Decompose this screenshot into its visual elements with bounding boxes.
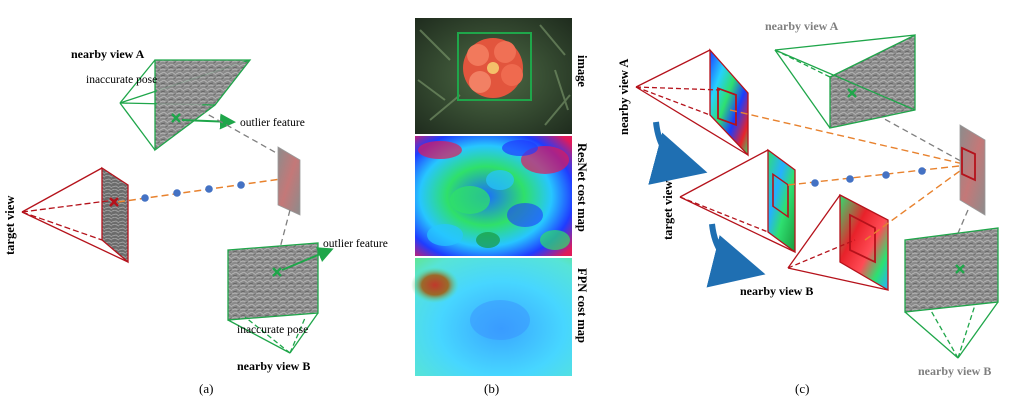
depth-sample-dot bbox=[173, 189, 181, 197]
label-target-view-c: target view bbox=[661, 181, 675, 240]
gray-dash-c2 bbox=[954, 209, 969, 241]
depth-sample-dot bbox=[918, 167, 926, 175]
flower-blossom bbox=[463, 38, 523, 98]
frustum-nearby-view-b-green bbox=[904, 227, 999, 359]
outlier-arrow-bottom bbox=[281, 247, 334, 271]
depth-sample-dot bbox=[882, 171, 890, 179]
caption-c: (c) bbox=[795, 381, 809, 396]
frustum-nearby-view-a-green bbox=[774, 33, 916, 129]
resnet-blobs bbox=[418, 140, 570, 250]
frustum-target-view-c bbox=[679, 148, 796, 254]
x-marker bbox=[272, 267, 282, 277]
label-nearby-view-b-black: nearby view B bbox=[740, 284, 813, 298]
panel-a: nearby view A inaccurate pose outlier fe… bbox=[3, 47, 388, 396]
depth-sample-dot bbox=[811, 179, 819, 187]
reference-patch bbox=[277, 146, 301, 216]
outlier-arrow-top bbox=[181, 113, 236, 130]
rotation-arrow-top bbox=[648, 121, 708, 185]
label-target-view: target view bbox=[3, 196, 17, 255]
caption-a: (a) bbox=[199, 381, 213, 396]
reference-patch-c bbox=[959, 124, 986, 216]
label-inaccurate-pose-top: inaccurate pose bbox=[86, 74, 157, 86]
frustum-target-view bbox=[21, 166, 129, 264]
gray-dash-c bbox=[849, 99, 969, 166]
label-nearby-view-a: nearby view A bbox=[71, 47, 145, 61]
panel-b: image ResNet cost map FPN cost map (b) bbox=[411, 18, 589, 396]
frustum-nearby-view-a bbox=[119, 59, 252, 152]
leaf-strokes bbox=[417, 24, 571, 126]
epipolar-dash-a bbox=[199, 109, 281, 156]
rays-orange-c bbox=[729, 109, 969, 241]
patch-box bbox=[961, 146, 976, 182]
fpn-hotspot bbox=[411, 267, 459, 303]
depth-sample-dot bbox=[205, 185, 213, 193]
frustum-nearby-view-b bbox=[227, 242, 319, 354]
label-nearby-view-a-gray: nearby view A bbox=[765, 19, 839, 33]
depth-sample-dot bbox=[141, 194, 149, 202]
depth-sample-dot bbox=[237, 181, 245, 189]
rotation-arrow-bottom bbox=[706, 223, 766, 288]
epipolar-dash-b bbox=[279, 209, 291, 249]
label-image: image bbox=[575, 55, 589, 87]
panel-c: nearby view A nearby view A target view … bbox=[617, 19, 999, 396]
label-nearby-view-a-red: nearby view A bbox=[617, 59, 631, 135]
label-inaccurate-pose-bottom: inaccurate pose bbox=[237, 324, 308, 336]
fpn-blob bbox=[470, 300, 530, 340]
x-marker bbox=[171, 113, 181, 123]
label-nearby-view-b-gray: nearby view B bbox=[918, 364, 991, 378]
caption-b: (b) bbox=[484, 381, 499, 396]
frustum-nearby-view-b-red bbox=[787, 193, 889, 292]
x-marker bbox=[847, 88, 857, 98]
label-outlier-feature-bottom: outlier feature bbox=[323, 238, 388, 250]
x-marker bbox=[955, 264, 965, 274]
label-outlier-feature-top: outlier feature bbox=[240, 117, 305, 129]
frustum-nearby-view-a-red bbox=[635, 48, 749, 157]
x-marker bbox=[109, 197, 119, 207]
label-fpn-cost-map: FPN cost map bbox=[575, 268, 589, 343]
label-nearby-view-b: nearby view B bbox=[237, 359, 310, 373]
selection-box bbox=[457, 32, 532, 101]
label-resnet-cost-map: ResNet cost map bbox=[575, 143, 589, 232]
depth-sample-dot bbox=[846, 175, 854, 183]
